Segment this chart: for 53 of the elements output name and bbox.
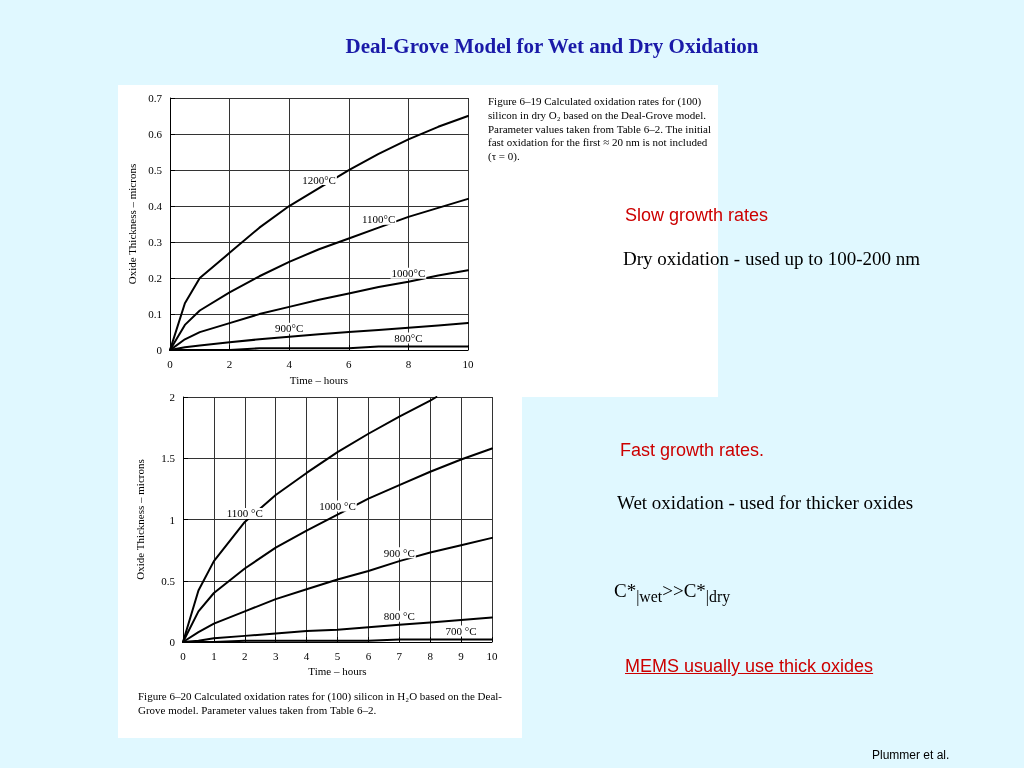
series-label: 900 °C <box>383 546 415 559</box>
x-tick-label: 1 <box>211 649 217 662</box>
series-label: 700 °C <box>445 625 477 638</box>
text: Fast growth rates. <box>620 440 765 461</box>
y-tick-label: 0 <box>169 636 176 648</box>
x-axis-title: Time – hours <box>308 665 367 678</box>
y-axis-title: Oxide Thickness – microns <box>125 163 138 285</box>
text: C*$_{|wet}$>>C*$_{|dry}$ <box>614 580 731 606</box>
y-tick-label: 0.7 <box>148 92 163 104</box>
x-tick-label: 9 <box>458 649 465 662</box>
series-label: 1000°C <box>391 267 426 280</box>
x-tick-label: 2 <box>226 357 233 370</box>
y-axis-title: Oxide Thickness – microns <box>133 459 146 580</box>
x-tick-label: 10 <box>462 357 474 370</box>
series-label: 800 °C <box>383 610 415 623</box>
text: Wet oxidation - used for thicker oxides <box>617 492 914 514</box>
y-tick-label: 0.2 <box>148 272 162 285</box>
x-tick-label: 10 <box>486 649 498 662</box>
x-tick-label: 0 <box>180 649 187 662</box>
x-tick-label: 8 <box>427 649 434 662</box>
y-tick-label: 0 <box>156 344 163 357</box>
x-tick-label: 2 <box>242 649 248 662</box>
x-tick-label: 4 <box>286 357 293 370</box>
series-label: 800°C <box>394 332 423 344</box>
x-tick-label: 6 <box>346 357 353 370</box>
y-tick-label: 1 <box>169 513 175 526</box>
y-tick-label: 0.5 <box>161 574 176 587</box>
x-axis-title: Time – hours <box>289 373 349 386</box>
x-tick-label: 5 <box>334 649 341 662</box>
y-tick-label: 2 <box>169 391 175 403</box>
text: Dry oxidation - used up to 100-200 nm <box>623 248 921 270</box>
y-tick-label: 0.6 <box>148 128 163 141</box>
y-tick-label: 0.1 <box>148 308 162 321</box>
x-tick-label: 6 <box>365 649 372 662</box>
series-label: 1100 °C <box>226 507 263 520</box>
y-tick-label: 1.5 <box>161 452 176 465</box>
x-tick-label: 3 <box>272 649 279 662</box>
caption: Figure 6–20 Calculated oxidation rates for (100) silicon in H₂O based on the Deal-Grove model. Parameter values taken from Table 6–2. <box>138 690 503 718</box>
series-label: 1200°C <box>302 173 336 186</box>
caption: Figure 6–19 Calculated oxidation rates for (100) silicon in dry O₂ based on the Deal-Grove model. Parameter values taken from Table 6–2. The initial fast oxidation for the first ≈ 20 nm is not included (τ = 0). <box>488 95 713 164</box>
x-tick-label: 4 <box>303 649 310 662</box>
y-tick-label: 0.5 <box>148 164 163 177</box>
x-tick-label: 8 <box>405 357 412 370</box>
text: Deal-Grove Model for Wet and Dry Oxidation <box>344 34 760 59</box>
y-tick-label: 0.3 <box>148 236 163 249</box>
x-tick-label: 7 <box>396 649 403 662</box>
text: Slow growth rates <box>625 205 769 226</box>
series-label: 900°C <box>275 322 304 335</box>
text: Plummer et al. <box>872 748 950 762</box>
series-label: 1000 °C <box>319 500 356 513</box>
y-tick-label: 0.4 <box>148 200 163 213</box>
series-label: 1100°C <box>361 213 396 226</box>
text: MEMS usually use thick oxides <box>625 656 874 677</box>
